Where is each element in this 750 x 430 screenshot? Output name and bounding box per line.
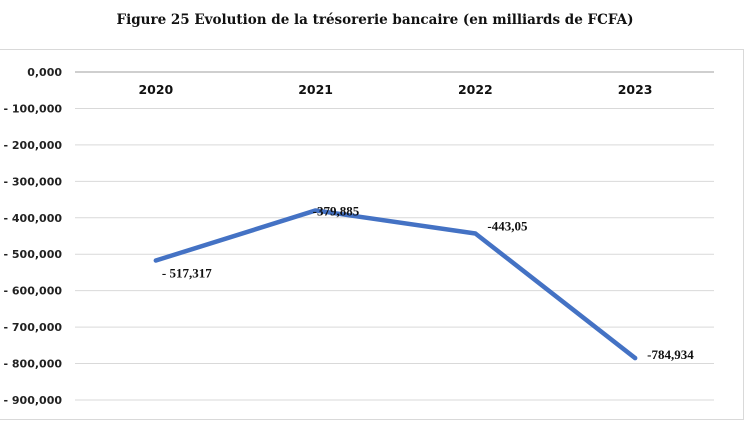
y-tick-label: - 600,000 [4, 285, 63, 298]
y-tick-label: - 200,000 [4, 139, 63, 152]
y-tick-label: - 700,000 [4, 321, 63, 334]
data-point [153, 258, 158, 263]
data-point [313, 208, 318, 213]
y-tick-label: - 800,000 [4, 358, 63, 371]
chart-title: Figure 25 Evolution de la trésorerie ban… [116, 12, 634, 28]
x-category-label: 2021 [298, 82, 333, 97]
chart-frame [0, 49, 744, 420]
y-tick-label: - 500,000 [4, 248, 63, 261]
series-line [153, 208, 638, 361]
x-category-label: 2022 [458, 82, 493, 97]
y-tick-label: - 400,000 [4, 212, 63, 225]
data-point [633, 356, 638, 361]
data-label: -443,05 [487, 218, 528, 233]
data-point [473, 231, 478, 236]
x-category-label: 2020 [138, 82, 173, 97]
y-tick-label: - 100,000 [4, 102, 63, 115]
y-tick-label: - 900,000 [4, 394, 63, 407]
data-label: - 517,317 [162, 266, 212, 281]
y-tick-label: - 300,000 [4, 175, 63, 188]
data-label: -784,934 [647, 347, 694, 362]
y-tick-label: 0,000 [27, 66, 62, 79]
x-category-label: 2023 [618, 82, 653, 97]
data-label: -379,885 [313, 203, 360, 218]
